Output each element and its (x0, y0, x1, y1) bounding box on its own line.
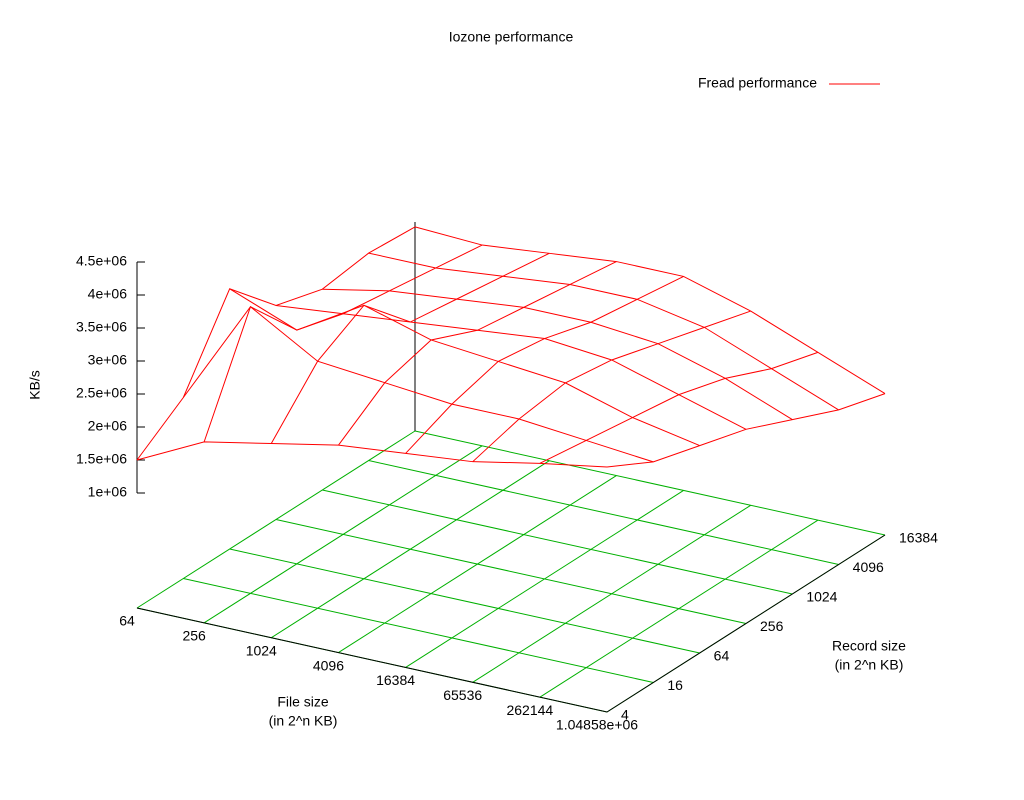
x-tick-label: 16384 (376, 672, 415, 688)
y-axis-label: Record size (832, 638, 906, 654)
grid-line (368, 460, 839, 565)
y-tick-label: 1024 (806, 589, 837, 605)
grid-line (229, 548, 700, 654)
legend-label: Fread performance (698, 75, 817, 91)
surface-line (229, 288, 700, 447)
z-tick-label: 3e+06 (88, 352, 128, 368)
y-tick-label: 4 (621, 707, 629, 723)
y-axis-label: (in 2^n KB) (835, 657, 904, 673)
grid-line (275, 519, 747, 624)
z-tick-label: 4.5e+06 (76, 253, 127, 269)
surface-line (368, 252, 839, 411)
x-axis-label: File size (277, 694, 329, 710)
surface-line (322, 288, 793, 421)
z-tick-label: 4e+06 (88, 286, 128, 302)
grid-line (414, 430, 886, 536)
z-tick-label: 3.5e+06 (76, 319, 127, 335)
z-axis-label: KB/s (27, 370, 43, 400)
y-tick-label: 16 (667, 677, 683, 693)
base-border (136, 534, 886, 713)
surface-line (275, 305, 747, 430)
z-tick-label: 2e+06 (88, 418, 128, 434)
y-tick-label: 64 (714, 648, 730, 664)
x-tick-label: 4096 (313, 657, 344, 673)
surface-line (136, 441, 608, 468)
x-axis-label: (in 2^n KB) (269, 713, 338, 729)
grid-line (322, 489, 793, 595)
x-tick-label: 64 (119, 613, 135, 629)
surface-line (182, 306, 654, 463)
surface-line (414, 226, 886, 395)
z-tick-label: 1.5e+06 (76, 451, 127, 467)
z-tick-label: 1e+06 (88, 484, 128, 500)
x-tick-label: 65536 (443, 687, 482, 703)
grid-line (183, 578, 654, 683)
x-tick-label: 262144 (506, 702, 553, 718)
x-tick-label: 256 (182, 628, 206, 644)
z-tick-label: 2.5e+06 (76, 385, 127, 401)
y-tick-label: 16384 (899, 530, 938, 546)
chart-title: Iozone performance (449, 29, 574, 45)
x-tick-label: 1.04858e+06 (556, 717, 638, 733)
x-tick-label: 1024 (246, 642, 277, 658)
y-tick-label: 4096 (853, 559, 884, 575)
y-tick-label: 256 (760, 618, 784, 634)
